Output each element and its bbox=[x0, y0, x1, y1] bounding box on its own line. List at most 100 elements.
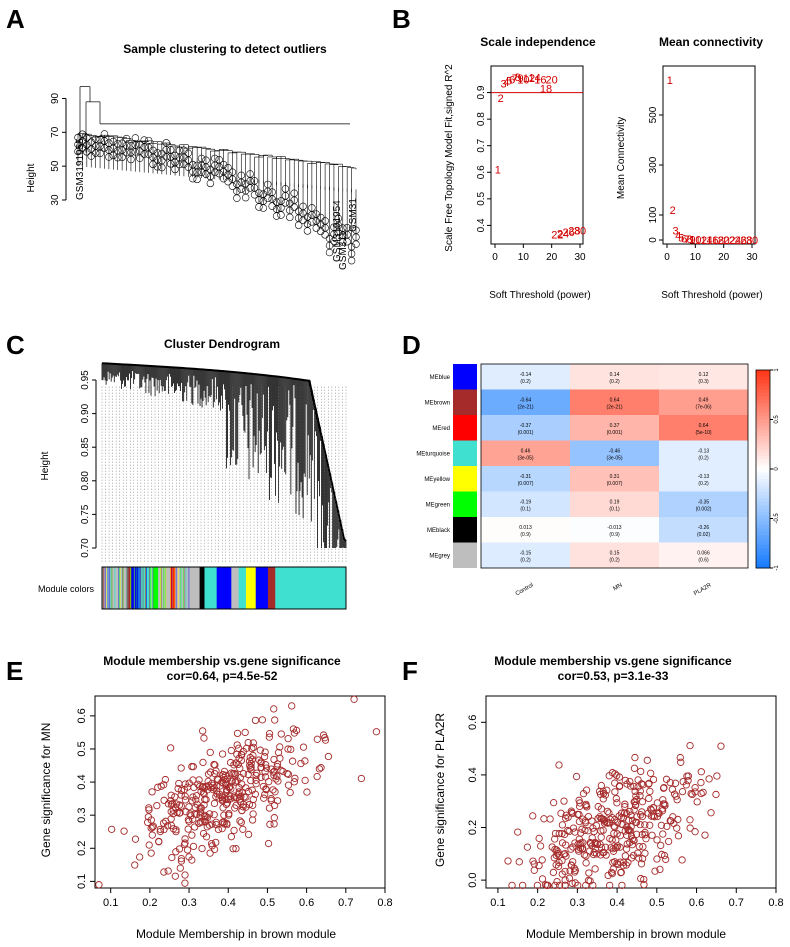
panel-e-point bbox=[270, 755, 278, 764]
panel-e-point bbox=[273, 760, 282, 768]
panel-f-y-tick-label: 0.2 bbox=[467, 820, 479, 835]
panel-f-point bbox=[626, 807, 634, 816]
panel-f-point bbox=[580, 851, 589, 859]
panel-c-y-tick-label: 0.75 bbox=[80, 504, 91, 524]
panel-c-ylabel: Height bbox=[40, 451, 51, 480]
panel-f-x-tick-label: 0.3 bbox=[570, 897, 585, 909]
panel-d-row-label: MEyellow bbox=[424, 477, 450, 483]
panel-e-point bbox=[188, 856, 196, 864]
panel-d-cell-value: 0.64 bbox=[610, 397, 620, 403]
panel-f-point bbox=[582, 881, 590, 890]
panel-e-y-tick-label: 0.3 bbox=[76, 808, 88, 823]
panel-e-point bbox=[262, 764, 271, 772]
panel-e-point bbox=[261, 773, 270, 781]
panel-f-point bbox=[561, 850, 569, 858]
panel-e-point bbox=[145, 841, 153, 849]
panel-b-left-point-label: 16 bbox=[534, 74, 546, 86]
panel-e-point bbox=[239, 825, 247, 833]
panel-d-legend-step bbox=[756, 531, 770, 536]
panel-f-point bbox=[540, 815, 548, 823]
panel-e-x-tick-label: 0.8 bbox=[377, 897, 392, 909]
panel-c-module-stripe bbox=[140, 567, 142, 609]
panel-f-point bbox=[615, 782, 624, 791]
panel-a-leaf-marker bbox=[343, 238, 351, 246]
panel-d-cell bbox=[659, 389, 748, 415]
panel-d-legend-step bbox=[756, 478, 770, 483]
panel-f-point bbox=[615, 812, 623, 820]
panel-d-module-swatch bbox=[453, 364, 477, 390]
panel-e-ylabel: Gene significance for MN bbox=[39, 723, 53, 858]
panel-e-point bbox=[236, 773, 245, 782]
panel-e-point bbox=[239, 803, 247, 811]
panel-a-leaf-marker bbox=[171, 165, 179, 174]
panel-f-ylabel: Gene significance for PLA2R bbox=[433, 713, 447, 867]
panel-d-legend-step bbox=[756, 508, 770, 513]
panel-e-point bbox=[167, 797, 175, 805]
panel-e-point bbox=[265, 730, 274, 738]
panel-d-module-swatch bbox=[453, 517, 477, 543]
panel-e-point bbox=[180, 840, 189, 849]
panel-d-legend-step bbox=[756, 376, 770, 381]
panel-e-point bbox=[233, 750, 241, 758]
panel-f-point bbox=[686, 741, 694, 750]
panel-f-point bbox=[627, 811, 635, 820]
panel-e-point bbox=[206, 768, 215, 776]
panel-f-point bbox=[592, 821, 601, 830]
panel-a-leaf-marker bbox=[237, 185, 245, 194]
panel-b-left-point-label: 9 bbox=[517, 73, 523, 85]
panel-f-point bbox=[630, 836, 638, 845]
panel-f-point bbox=[572, 772, 581, 781]
panel-f-point bbox=[582, 786, 591, 794]
panel-d-cell bbox=[570, 389, 659, 415]
panel-e-point bbox=[190, 783, 198, 792]
panel-d-cell bbox=[659, 466, 748, 492]
panel-f-point bbox=[712, 790, 720, 799]
panel-f-point bbox=[627, 854, 636, 862]
panel-c-module-stripe bbox=[114, 567, 116, 609]
panel-d-cell bbox=[570, 542, 659, 568]
panel-b-right-point-label: 4 bbox=[675, 231, 681, 243]
panel-e-point bbox=[274, 748, 283, 757]
panel-c-module-stripe bbox=[109, 567, 111, 609]
panel-d-legend-step bbox=[756, 370, 770, 374]
panel-e-point bbox=[172, 826, 180, 834]
panel-d-legend-step bbox=[756, 505, 770, 510]
panel-e-point bbox=[186, 810, 194, 818]
panel-f-point bbox=[638, 854, 647, 863]
panel-b-left-x-tick-label: 20 bbox=[546, 252, 558, 263]
panel-c-module-bar-frame bbox=[101, 566, 347, 610]
panel-d-cell-pvalue: (0.001) bbox=[518, 430, 534, 436]
panel-e-point bbox=[232, 845, 240, 853]
panel-e-point bbox=[264, 839, 273, 848]
panel-c-module-stripe bbox=[152, 567, 154, 609]
panel-a-leaf-marker bbox=[233, 194, 241, 202]
panel-d-cell-pvalue: (3e-05) bbox=[606, 455, 622, 461]
panel-d-legend-tick-label: 0.5 bbox=[774, 415, 780, 424]
panel-e-point bbox=[286, 788, 294, 797]
panel-d-legend-tick-label: -1 bbox=[774, 565, 780, 571]
panel-c-module-colors-label: Module colors bbox=[38, 584, 95, 594]
panel-c-module-stripe bbox=[121, 567, 123, 609]
panel-f-point bbox=[697, 768, 705, 776]
panel-f-point bbox=[586, 838, 594, 847]
panel-c-module-color-segment bbox=[153, 567, 159, 609]
panel-f-point bbox=[642, 835, 650, 843]
panel-c-module-stripe bbox=[163, 567, 164, 609]
panel-f-point bbox=[523, 843, 532, 851]
panel-a-leaf-marker bbox=[325, 248, 334, 257]
panel-f-point bbox=[536, 842, 545, 850]
panel-f-point bbox=[676, 753, 684, 762]
panel-e-point bbox=[277, 766, 285, 774]
panel-b-left-point-label: 22 bbox=[551, 230, 563, 242]
panel-f-y-tick-label: 0.0 bbox=[467, 872, 479, 887]
panel-d-cell-value: 0.64 bbox=[699, 423, 709, 429]
panel-e-x-tick-label: 0.3 bbox=[181, 897, 196, 909]
panel-f-point bbox=[589, 881, 597, 890]
panel-e-point bbox=[156, 827, 164, 836]
panel-e-point bbox=[237, 756, 246, 765]
panel-f-point bbox=[562, 841, 570, 849]
panel-f-point bbox=[582, 852, 590, 860]
panel-f-point bbox=[697, 778, 705, 787]
panel-c-module-stripe bbox=[150, 567, 151, 609]
panel-c-module-stripe bbox=[106, 567, 108, 609]
